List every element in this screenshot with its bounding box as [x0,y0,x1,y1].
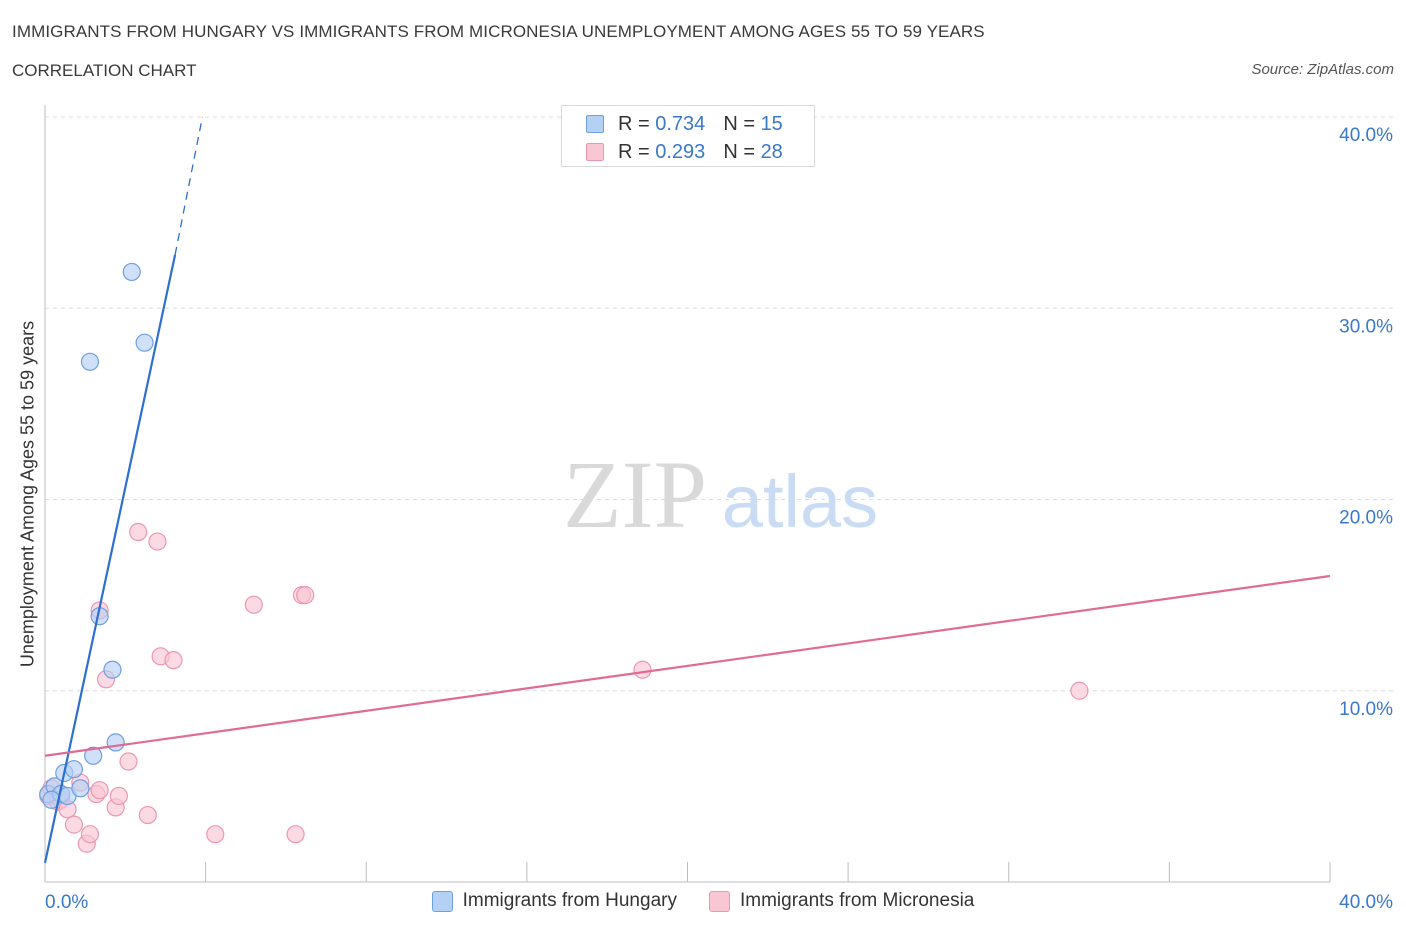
legend-r-value-micronesia: 0.293 [655,140,706,163]
legend-item-micronesia[interactable]: Immigrants from Micronesia [708,890,975,912]
micronesia-point [244,595,263,614]
micronesia-point [296,586,315,605]
hungary-point [80,352,100,371]
micronesia-point [80,825,100,844]
micronesia-trend-line [44,574,1331,757]
y-tick-label: 10.0% [1339,699,1393,720]
watermark-zip: ZIP [563,441,707,548]
chart-title: IMMIGRANTS FROM HUNGARY VS IMMIGRANTS FR… [12,22,985,41]
legend-n-value-hungary: 15 [760,112,783,135]
data-points [39,262,1089,853]
legend-n-label: N = [723,112,755,135]
hungary-swatch [586,115,604,133]
watermark-atlas: atlas [722,460,878,543]
y-tick-label: 40.0% [1339,125,1393,146]
hungary-legend-swatch [431,890,453,912]
legend-r-value-hungary: 0.734 [655,112,706,135]
correlation-legend: R = 0.734 N = 15 R = 0.293 N = 28 [561,105,815,167]
hungary-point [103,660,122,679]
x-tick-label-left: 0.0% [45,892,88,913]
micronesia-point [109,786,128,806]
legend-n-value-micronesia: 28 [760,140,783,163]
watermark: ZIP atlas [563,441,878,548]
legend-r-label: R = [618,140,650,163]
micronesia-legend-swatch [708,890,730,912]
micronesia-point [64,815,84,834]
series-legend: Immigrants from Hungary Immigrants from … [0,890,1406,912]
hungary-point [42,790,61,809]
hungary-point [84,746,103,765]
legend-r-label: R = [618,112,650,135]
micronesia-point [129,522,148,542]
hungary-point [71,779,90,798]
axes [44,105,1331,883]
y-axis-label: Unemployment Among Ages 55 to 59 years [17,320,38,668]
legend-row-micronesia: R = 0.293 N = 28 [586,140,783,164]
micronesia-point [164,651,183,670]
y-tick-label: 20.0% [1339,508,1393,529]
micronesia-point [206,825,225,844]
micronesia-point [1070,681,1089,700]
source-note: Source: ZipAtlas.com [1251,61,1394,78]
hungary-point [135,333,154,352]
chart-subtitle: CORRELATION CHART [12,61,197,80]
micronesia-point [286,825,305,844]
legend-label-hungary: Immigrants from Hungary [462,890,677,911]
y-tick-label: 30.0% [1339,316,1393,337]
tick-labels: 10.0% 20.0% 30.0% 40.0% 0.0% 40.0% [45,125,1393,913]
legend-item-hungary[interactable]: Immigrants from Hungary [431,890,677,912]
hungary-point [106,733,125,752]
micronesia-point [138,805,157,825]
x-tick-label-right: 40.0% [1339,892,1393,913]
hungary-point [64,760,84,779]
micronesia-point [633,660,652,679]
micronesia-point [148,532,167,551]
hungary-trend-line [43,254,177,864]
hungary-point [122,262,141,282]
micronesia-point [90,781,109,800]
micronesia-swatch [586,143,604,161]
legend-row-hungary: R = 0.734 N = 15 [586,112,783,136]
trend-lines [43,116,1331,864]
micronesia-point [119,752,138,771]
legend-n-label: N = [723,140,755,163]
legend-label-micronesia: Immigrants from Micronesia [739,890,975,911]
hungary-trend-extension [174,116,204,255]
